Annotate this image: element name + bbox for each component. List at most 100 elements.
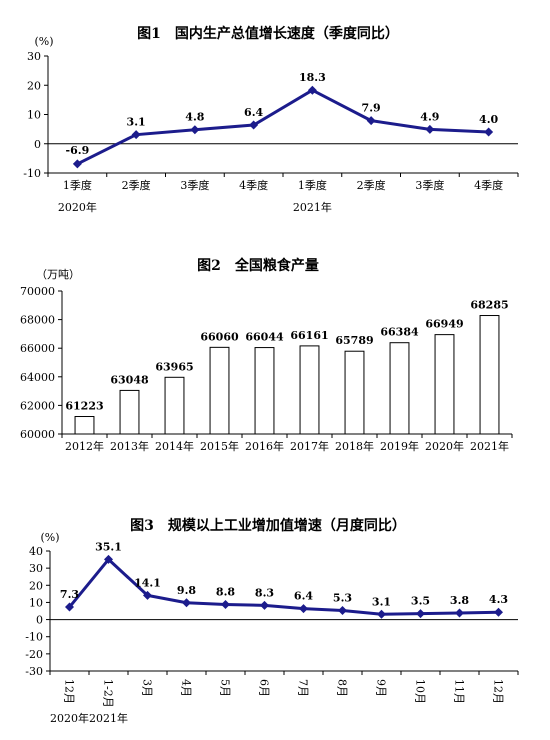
y-tick-label: 68000 — [20, 314, 55, 327]
y-tick-label: 60000 — [20, 428, 55, 441]
data-label: 63965 — [155, 360, 193, 373]
data-label: 4.8 — [185, 111, 204, 124]
bar — [74, 416, 95, 435]
year-label: 2021年 — [293, 200, 332, 214]
data-point — [455, 608, 464, 618]
data-point — [425, 124, 435, 134]
data-point — [260, 600, 269, 610]
data-point — [72, 159, 82, 169]
x-tick-label: 5月 — [219, 679, 232, 697]
bar — [389, 342, 410, 435]
data-point — [416, 609, 425, 619]
data-point — [299, 604, 308, 614]
y-tick-label: 0 — [36, 614, 43, 627]
bar — [344, 350, 365, 435]
data-point — [65, 602, 74, 612]
x-tick-label: 3月 — [141, 679, 154, 697]
chart-gdp-growth: 图1 国内生产总值增长速度（季度同比） (%) -10 0 10 20 30 1季度 2季… — [23, 25, 519, 214]
x-tick-label: 2019年 — [380, 439, 419, 453]
chart-grain-output: 图2 全国粮食产量 （万吨） 60000 62000 64000 66000 68000… — [20, 257, 513, 453]
data-label: 14.1 — [134, 576, 161, 589]
bar — [119, 389, 140, 435]
x-tick-label: 1季度 — [298, 178, 327, 192]
x-tick-label: 12月 — [63, 679, 76, 704]
chart-industrial-growth: 图3 规模以上工业增加值增速（月度同比） (%) -30 -20 -10 0 10 20 3… — [25, 517, 519, 725]
data-label: 66384 — [380, 326, 419, 339]
x-tick-label: 4月 — [180, 679, 193, 697]
data-label: 9.8 — [177, 584, 196, 597]
y-tick-label: 20 — [29, 579, 43, 592]
y-tick-label: -20 — [25, 648, 43, 661]
chart-title: 图3 规模以上工业增加值增速（月度同比） — [130, 517, 406, 534]
x-tick-label: 8月 — [336, 679, 349, 697]
y-tick-label: 64000 — [20, 371, 55, 384]
x-tick-label: 2季度 — [357, 178, 386, 192]
y-tick-label: 30 — [29, 562, 43, 575]
bar — [299, 345, 320, 435]
data-label: 66044 — [245, 331, 284, 344]
x-tick-label: 7月 — [297, 679, 310, 697]
x-tick-label: 2018年 — [335, 439, 374, 453]
data-label: 65789 — [335, 334, 373, 347]
data-point — [249, 120, 259, 130]
x-tick-label: 9月 — [375, 679, 388, 697]
x-tick-label: 1-2月 — [102, 679, 115, 708]
data-point — [182, 598, 191, 608]
data-label: 66161 — [290, 329, 328, 342]
bar — [209, 346, 230, 435]
x-tick-label: 4季度 — [239, 178, 268, 192]
x-tick-label: 2017年 — [290, 439, 329, 453]
data-point — [366, 116, 376, 126]
x-tick-label: 2013年 — [110, 439, 149, 453]
x-tick-label: 2014年 — [155, 439, 194, 453]
year-label: 2020年 — [50, 711, 89, 725]
data-label: 4.9 — [420, 110, 439, 123]
y-tick-label: 66000 — [20, 342, 55, 355]
y-axis-unit: (%) — [34, 35, 53, 48]
y-tick-label: 40 — [29, 545, 43, 558]
data-point — [307, 85, 317, 95]
x-tick-label: 2021年 — [470, 439, 509, 453]
data-point — [190, 125, 200, 135]
data-label: 35.1 — [95, 540, 122, 553]
data-label: -6.9 — [66, 144, 90, 157]
x-tick-label: 1季度 — [63, 178, 92, 192]
y-tick-label: 20 — [27, 79, 41, 92]
data-point — [494, 607, 503, 617]
data-label: 3.1 — [127, 116, 146, 129]
y-tick-label: -10 — [23, 167, 41, 180]
x-tick-label: 3季度 — [180, 178, 209, 192]
data-label: 3.5 — [411, 595, 430, 608]
data-label: 6.4 — [244, 106, 263, 119]
data-label: 4.3 — [489, 593, 508, 606]
x-tick-label: 10月 — [414, 679, 427, 704]
data-point — [377, 609, 386, 619]
data-label: 63048 — [110, 373, 149, 386]
x-tick-label: 4季度 — [474, 178, 503, 192]
x-tick-label: 3季度 — [415, 178, 444, 192]
x-tick-label: 2016年 — [245, 439, 284, 453]
x-tick-label: 11月 — [453, 679, 466, 704]
data-point — [104, 554, 113, 564]
bar — [254, 347, 275, 435]
x-tick-label: 12月 — [492, 679, 505, 704]
data-point — [143, 590, 152, 600]
y-tick-label: 10 — [27, 109, 41, 122]
data-label: 6.4 — [294, 590, 313, 603]
y-axis-unit: (%) — [40, 531, 59, 544]
data-label: 8.8 — [216, 585, 235, 598]
data-label: 8.3 — [255, 586, 274, 599]
series-line — [68, 557, 499, 616]
bar — [479, 315, 500, 435]
series-line — [76, 88, 489, 166]
y-tick-label: -30 — [25, 665, 43, 678]
x-tick-label: 2季度 — [122, 178, 151, 192]
chart-title: 图2 全国粮食产量 — [197, 257, 319, 274]
bar — [434, 334, 455, 435]
data-label: 7.9 — [362, 102, 381, 115]
data-label: 61223 — [65, 400, 103, 413]
y-tick-label: 0 — [34, 138, 41, 151]
data-label: 68285 — [470, 299, 508, 312]
x-tick-label: 2020年 — [425, 439, 464, 453]
y-tick-label: 10 — [29, 596, 43, 609]
